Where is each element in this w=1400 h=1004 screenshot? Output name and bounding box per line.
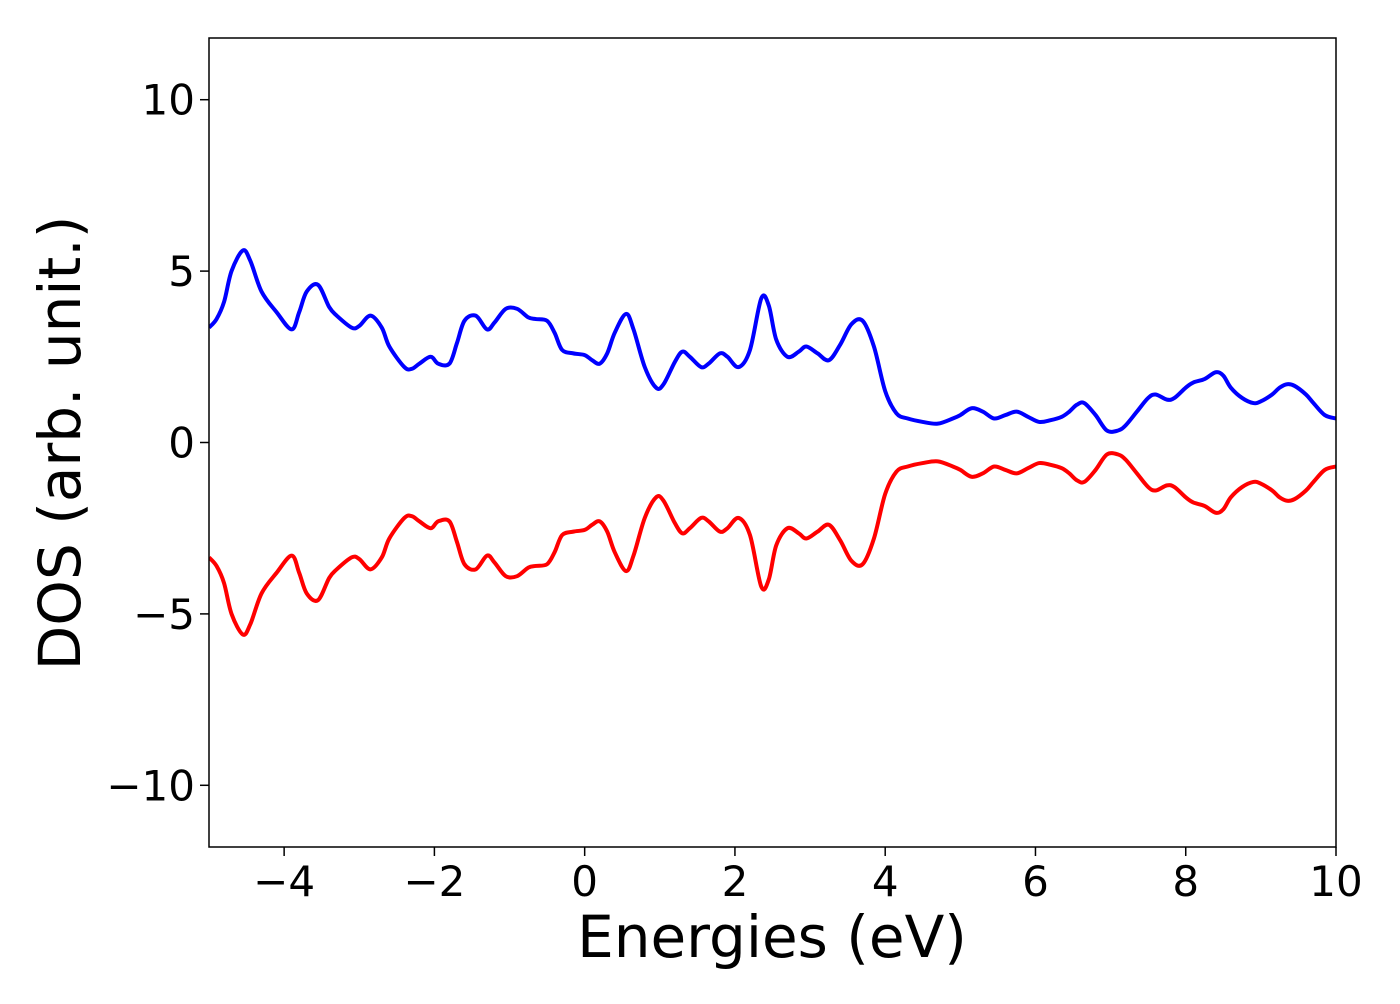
x-axis-label: Energies (eV) (577, 903, 967, 971)
plot-frame (208, 37, 1337, 848)
x-tick-label: 10 (1309, 857, 1362, 906)
series-line-1 (209, 451, 1336, 637)
y-tick-label: 5 (168, 247, 195, 296)
x-tick-label: 4 (872, 857, 899, 906)
series-layer (209, 248, 1336, 637)
series-line-0 (209, 248, 1336, 434)
y-axis-ticks: −10 −5 0 5 10 (106, 76, 209, 810)
y-tick-label: 10 (142, 76, 195, 125)
x-tick-label: 8 (1172, 857, 1199, 906)
x-tick-label: 2 (722, 857, 749, 906)
x-tick-label: 6 (1022, 857, 1049, 906)
y-tick-label: −5 (133, 590, 195, 639)
x-tick-label: −2 (403, 857, 465, 906)
y-axis-label: DOS (arb. unit.) (26, 216, 94, 671)
y-tick-label: −10 (106, 761, 195, 810)
x-tick-label: −4 (253, 857, 315, 906)
x-axis-ticks: −4 −2 0 2 4 6 8 10 (253, 847, 1363, 906)
y-tick-label: 0 (168, 419, 195, 468)
x-tick-label: 0 (571, 857, 598, 906)
